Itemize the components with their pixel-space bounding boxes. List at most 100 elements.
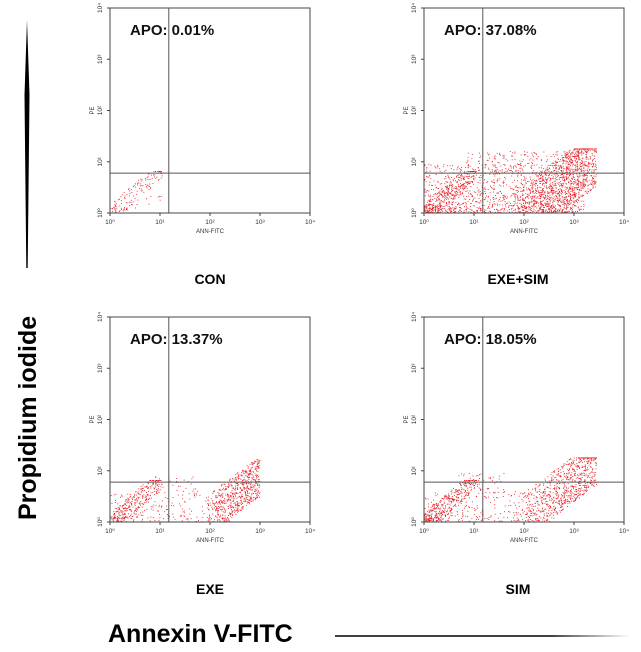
scatter-point [531, 211, 533, 213]
scatter-point [560, 159, 562, 161]
scatter-point [428, 520, 430, 522]
scatter-point [446, 188, 448, 190]
scatter-point [428, 203, 430, 205]
scatter-point [573, 149, 575, 151]
scatter-point [119, 505, 121, 507]
scatter-point [250, 470, 252, 472]
scatter-point [424, 188, 426, 190]
scatter-point [230, 503, 232, 505]
scatter-point [586, 148, 588, 150]
scatter-point [522, 184, 524, 186]
scatter-point [470, 180, 472, 182]
scatter-point [443, 164, 445, 166]
scatter-point [499, 177, 501, 179]
scatter-point [569, 501, 571, 503]
scatter-point [434, 193, 436, 195]
scatter-point [126, 510, 128, 511]
scatter-point [546, 209, 548, 211]
scatter-point [234, 477, 236, 478]
scatter-point [465, 484, 467, 486]
scatter-point [556, 154, 558, 156]
scatter-point [128, 507, 130, 509]
scatter-point [577, 177, 579, 179]
scatter-point [129, 506, 131, 508]
scatter-point [256, 475, 258, 477]
scatter-point [443, 196, 445, 198]
scatter-point [544, 493, 546, 495]
scatter-point [539, 183, 541, 184]
scatter-point [506, 202, 508, 204]
scatter-point [451, 512, 453, 514]
scatter-point [457, 490, 459, 492]
scatter-point [117, 509, 119, 511]
scatter-point [533, 199, 535, 201]
scatter-point [567, 152, 569, 154]
scatter-point [445, 496, 447, 498]
scatter-point [574, 149, 576, 150]
scatter-point [576, 175, 578, 177]
scatter-point [161, 484, 163, 486]
scatter-point [527, 202, 529, 204]
scatter-point [596, 167, 597, 169]
scatter-point [259, 496, 260, 498]
scatter-point [541, 211, 543, 213]
scatter-point [595, 148, 597, 150]
scatter-point [555, 165, 557, 166]
scatter-point [241, 496, 243, 498]
scatter-point [209, 502, 211, 504]
scatter-point [531, 505, 533, 507]
scatter-point [528, 197, 530, 199]
scatter-point [513, 210, 515, 212]
scatter-point [442, 511, 444, 513]
scatter-point [458, 194, 460, 196]
scatter-point [129, 195, 130, 197]
scatter-point [118, 509, 120, 511]
scatter-point [523, 204, 525, 206]
scatter-point [575, 187, 577, 189]
scatter-point [131, 498, 133, 500]
scatter-point [531, 152, 533, 154]
scatter-point [450, 192, 452, 194]
scatter-point [180, 514, 182, 516]
scatter-point [484, 164, 486, 166]
scatter-point [431, 510, 433, 512]
x-tick-label: 10² [205, 219, 215, 226]
scatter-point [443, 498, 445, 499]
scatter-point [424, 210, 426, 212]
scatter-point [534, 210, 536, 212]
scatter-point [257, 491, 258, 493]
scatter-point [246, 486, 248, 488]
scatter-point [583, 179, 585, 181]
scatter-point [593, 155, 595, 157]
scatter-point [543, 190, 545, 192]
scatter-point [124, 513, 126, 515]
scatter-point [467, 510, 469, 512]
scatter-point [478, 160, 480, 162]
scatter-point [219, 489, 221, 491]
scatter-point [247, 492, 249, 494]
scatter-point [539, 194, 540, 196]
scatter-point [501, 192, 502, 194]
scatter-point [208, 504, 210, 506]
scatter-point [593, 169, 595, 171]
scatter-point [154, 174, 156, 176]
scatter-point [536, 180, 538, 182]
scatter-point [451, 203, 453, 205]
scatter-point [459, 177, 461, 179]
scatter-point [153, 174, 155, 176]
scatter-point [254, 499, 256, 501]
scatter-point [539, 196, 541, 198]
scatter-point [537, 175, 539, 176]
scatter-point [121, 495, 123, 497]
scatter-point [445, 195, 447, 197]
scatter-point [229, 499, 231, 500]
scatter-point [116, 203, 117, 205]
scatter-point [568, 182, 570, 184]
scatter-point [460, 175, 462, 176]
scatter-point [124, 197, 126, 199]
scatter-point [449, 497, 451, 499]
scatter-point [525, 211, 527, 212]
scatter-point [458, 186, 460, 188]
scatter-point [517, 174, 519, 176]
scatter-point [246, 496, 248, 498]
